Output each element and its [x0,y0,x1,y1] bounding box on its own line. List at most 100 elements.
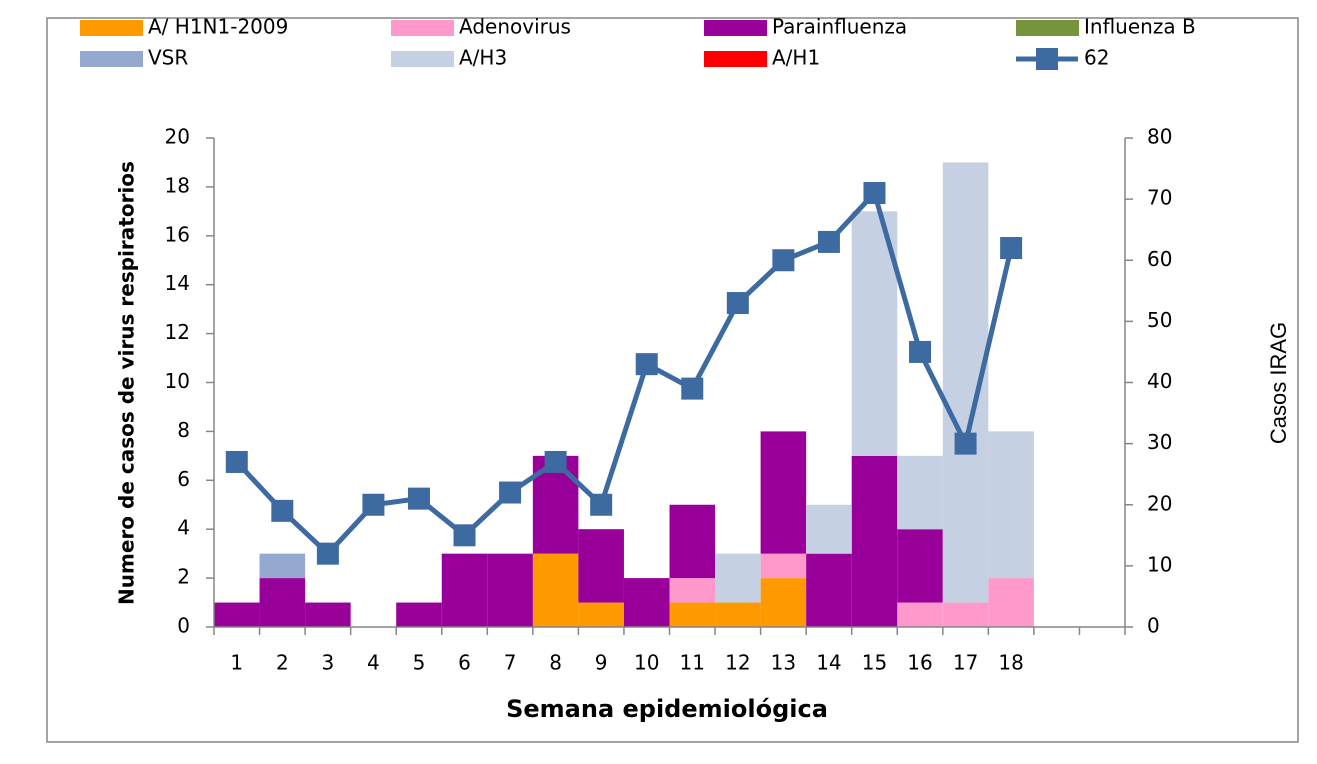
y-tick-label: 20 [165,125,190,149]
y-tick-label: 2 [177,565,190,589]
line-marker [909,340,932,363]
x-tick-label: 17 [953,651,978,675]
x-tick-label: 18 [998,651,1023,675]
line-marker [499,481,522,504]
bar [851,455,898,627]
y2-tick-label: 60 [1147,247,1172,271]
bar [487,553,533,627]
x-tick-label: 1 [230,651,243,675]
legend-label: Adenovirus [459,15,571,39]
line-marker [817,230,840,253]
bar [760,578,807,627]
bar [532,553,579,627]
legend-label: A/H3 [459,46,507,70]
line-marker [453,524,476,547]
x-tick-label: 9 [595,651,608,675]
x-tick-label: 16 [907,651,932,675]
y-tick-label: 16 [165,222,190,246]
bar [623,578,670,627]
bar [897,455,943,530]
bar [669,602,716,627]
legend-swatch [391,20,454,36]
line-marker [271,499,294,522]
bar [669,504,716,579]
y2-tick-label: 0 [1147,614,1160,638]
y2-tick-label: 50 [1147,308,1172,332]
x-tick-label: 6 [458,651,471,675]
legend-swatch [1036,48,1058,70]
y-tick-label: 4 [177,516,190,540]
y2-axis-title: Casos IRAG [1266,322,1291,444]
legend-label: A/ H1N1-2009 [148,15,288,39]
bar [715,602,761,627]
x-tick-label: 11 [680,651,705,675]
legend-swatch [1016,20,1079,36]
bar [760,553,807,579]
bar [897,602,943,627]
line-marker [635,353,658,376]
y2-tick-label: 20 [1147,491,1172,515]
y-tick-label: 14 [165,271,190,295]
x-tick-label: 3 [322,651,335,675]
x-tick-label: 5 [413,651,426,675]
legend-label: VSR [148,46,188,70]
y-axis-title: Numero de casos de virus respiratorios [115,161,139,605]
y2-tick-label: 30 [1147,430,1172,454]
bar [897,529,943,603]
line-marker [590,493,613,516]
y2-tick-label: 40 [1147,369,1172,393]
legend-label: Parainfluenza [772,15,907,39]
y2-tick-label: 70 [1147,186,1172,210]
bar [214,602,260,627]
x-tick-label: 14 [816,651,841,675]
x-tick-label: 12 [725,651,750,675]
y-tick-label: 6 [177,467,190,491]
legend-label: A/H1 [772,46,820,70]
y-tick-label: 10 [165,369,190,393]
line-marker [954,432,977,455]
x-tick-label: 7 [504,651,517,675]
bar [578,602,624,627]
legend-swatch [80,51,143,67]
legend-swatch [704,20,767,36]
bar [259,578,306,627]
x-tick-label: 2 [276,651,289,675]
bar [942,602,989,627]
legend-label: 62 [1084,46,1109,70]
bar [988,578,1034,627]
x-tick-label: 15 [862,651,887,675]
bar [305,602,351,627]
bar [988,431,1034,579]
line-marker [772,249,795,272]
y-tick-label: 12 [165,320,190,344]
bar [441,553,488,627]
line-marker [726,292,749,315]
bar [715,553,761,603]
legend-swatch [391,51,454,67]
bar [669,578,716,603]
line-marker [225,450,248,473]
bar [396,602,442,627]
line-marker [544,450,567,473]
legend-swatch [80,20,143,36]
bar [806,553,852,627]
bar [259,553,306,579]
x-tick-label: 10 [634,651,659,675]
x-tick-label: 4 [367,651,380,675]
line-marker [1000,237,1023,260]
line-marker [316,542,339,565]
line-marker [863,182,886,205]
x-axis-title: Semana epidemiológica [506,695,828,723]
line-marker [681,377,704,400]
x-tick-label: 13 [771,651,796,675]
y2-tick-label: 10 [1147,552,1172,576]
bar [760,431,807,554]
x-tick-label: 8 [549,651,562,675]
y2-tick-label: 80 [1147,125,1172,149]
line-marker [407,487,430,510]
bar [806,504,852,554]
y-tick-label: 8 [177,418,190,442]
legend-swatch [704,51,767,67]
y-tick-label: 0 [177,614,190,638]
